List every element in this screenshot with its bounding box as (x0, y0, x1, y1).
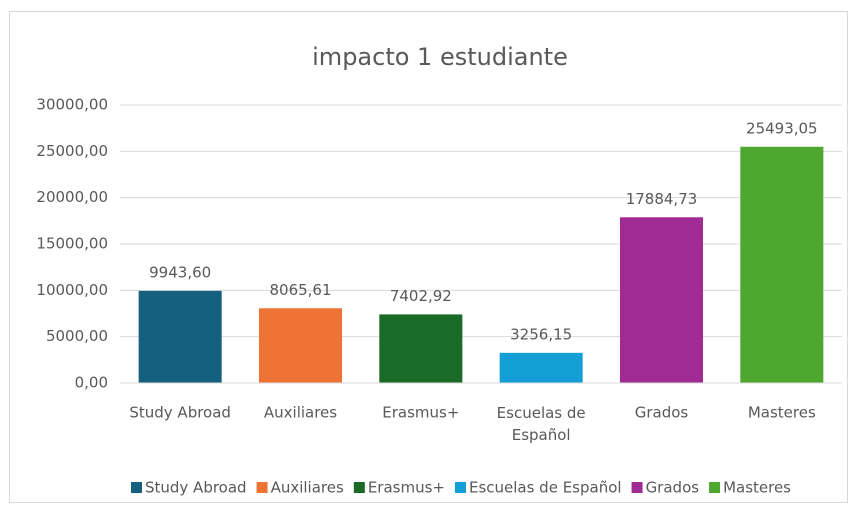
y-tick-label: 5000,00 (46, 327, 108, 345)
legend-label: Escuelas de Español (469, 479, 622, 497)
bar (619, 217, 704, 383)
y-tick-label: 30000,00 (36, 96, 108, 114)
legend-label: Grados (646, 479, 700, 497)
x-tick-label: Study Abroad (129, 404, 231, 422)
bar (138, 290, 222, 383)
x-tick-label: Masteres (748, 404, 816, 422)
legend-label: Masteres (723, 479, 791, 497)
x-tick-label: Grados (635, 404, 689, 422)
chart-title: impacto 1 estudiante (312, 43, 568, 71)
bar (379, 314, 463, 383)
x-tick-label: Erasmus+ (382, 404, 459, 422)
bar (499, 352, 583, 383)
data-label: 17884,73 (626, 190, 698, 208)
x-tick-label: Auxiliares (264, 404, 337, 422)
legend-swatch (709, 482, 721, 493)
legend-swatch (353, 482, 365, 493)
data-label: 7402,92 (390, 287, 452, 305)
y-tick-label: 15000,00 (36, 235, 108, 253)
data-label: 8065,61 (269, 281, 331, 299)
legend-label: Erasmus+ (368, 479, 445, 497)
y-tick-label: 10000,00 (36, 281, 108, 299)
chart-border (9, 11, 848, 503)
legend-swatch (256, 482, 268, 493)
y-tick-label: 25000,00 (36, 142, 108, 160)
bar (258, 308, 343, 383)
y-tick-label: 20000,00 (36, 188, 108, 206)
data-label: 9943,60 (149, 263, 211, 281)
bar (740, 146, 824, 383)
x-tick-label: Escuelas de Español (497, 404, 586, 444)
legend-swatch (454, 482, 466, 493)
data-label: 3256,15 (510, 325, 572, 343)
legend-swatch (130, 482, 142, 493)
legend-label: Study Abroad (145, 479, 247, 497)
legend-label: Auxiliares (271, 479, 344, 497)
legend-swatch (631, 482, 643, 493)
y-tick-label: 0,00 (75, 374, 108, 392)
data-label: 25493,05 (746, 119, 818, 137)
